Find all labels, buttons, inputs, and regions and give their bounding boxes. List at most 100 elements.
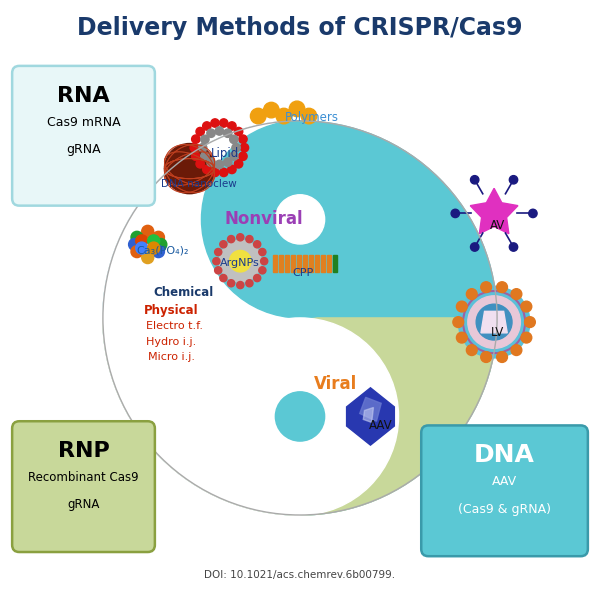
Bar [309, 255, 313, 272]
Circle shape [451, 209, 460, 218]
Circle shape [250, 108, 266, 124]
Polygon shape [364, 407, 373, 422]
Circle shape [453, 317, 464, 328]
Bar [279, 255, 283, 272]
Circle shape [276, 108, 292, 124]
Text: DNA nanoclew: DNA nanoclew [161, 179, 236, 188]
Circle shape [164, 143, 215, 194]
Circle shape [224, 158, 232, 166]
Circle shape [235, 127, 243, 136]
Circle shape [470, 176, 479, 184]
Text: gRNA: gRNA [67, 499, 100, 511]
Circle shape [152, 245, 164, 257]
FancyBboxPatch shape [421, 425, 588, 556]
Circle shape [497, 352, 508, 362]
Text: ArgNPs: ArgNPs [220, 258, 260, 268]
Circle shape [458, 286, 530, 358]
Bar [321, 255, 325, 272]
Text: Micro i.j.: Micro i.j. [148, 352, 195, 362]
Text: Viral: Viral [314, 374, 358, 392]
Circle shape [521, 301, 532, 312]
Circle shape [246, 280, 253, 287]
Circle shape [240, 143, 248, 152]
Text: Recombinant Cas9: Recombinant Cas9 [28, 471, 139, 484]
Text: LV: LV [490, 326, 504, 340]
Circle shape [232, 143, 240, 152]
Circle shape [254, 274, 261, 281]
Circle shape [301, 108, 317, 124]
Circle shape [509, 243, 518, 251]
Circle shape [215, 267, 222, 274]
Circle shape [236, 281, 244, 289]
Circle shape [236, 234, 244, 241]
Circle shape [220, 274, 227, 281]
Circle shape [228, 165, 236, 173]
Circle shape [497, 282, 508, 293]
Circle shape [466, 289, 477, 299]
Text: RNP: RNP [58, 441, 109, 461]
Circle shape [470, 243, 479, 251]
Circle shape [511, 289, 522, 299]
Circle shape [215, 160, 224, 169]
Circle shape [457, 301, 467, 312]
Circle shape [136, 242, 148, 254]
Circle shape [190, 143, 199, 152]
Text: Polymers: Polymers [285, 112, 339, 124]
Polygon shape [360, 397, 381, 421]
Circle shape [207, 129, 215, 137]
Polygon shape [103, 318, 497, 515]
Text: Physical: Physical [144, 304, 199, 317]
Circle shape [142, 226, 154, 237]
Circle shape [155, 238, 167, 250]
Text: RNA: RNA [57, 86, 110, 106]
Circle shape [142, 251, 154, 263]
Circle shape [263, 103, 279, 118]
Text: AV: AV [490, 219, 505, 232]
Circle shape [207, 158, 215, 166]
Circle shape [230, 135, 238, 143]
Text: Delivery Methods of CRISPR/Cas9: Delivery Methods of CRISPR/Cas9 [77, 16, 523, 40]
Circle shape [228, 122, 236, 130]
FancyBboxPatch shape [12, 421, 155, 552]
Circle shape [230, 152, 238, 160]
Text: Lipid: Lipid [211, 147, 239, 160]
Circle shape [191, 135, 200, 143]
Circle shape [457, 332, 467, 343]
Bar [327, 255, 331, 272]
Circle shape [202, 121, 398, 318]
Text: AAV: AAV [369, 419, 392, 432]
Circle shape [128, 238, 140, 250]
Bar [291, 255, 295, 272]
Bar [285, 255, 289, 272]
Circle shape [481, 352, 491, 362]
Polygon shape [347, 388, 394, 445]
Circle shape [259, 248, 266, 256]
Circle shape [466, 345, 477, 355]
Circle shape [227, 280, 235, 287]
Bar [297, 255, 301, 272]
Circle shape [529, 209, 537, 218]
Text: gRNA: gRNA [66, 143, 101, 156]
Circle shape [220, 168, 228, 176]
Circle shape [220, 240, 261, 282]
Text: Hydro i.j.: Hydro i.j. [146, 337, 197, 347]
Circle shape [213, 257, 220, 265]
Circle shape [230, 250, 251, 272]
Circle shape [103, 121, 497, 515]
Circle shape [468, 296, 520, 349]
Circle shape [152, 232, 164, 243]
Circle shape [131, 232, 143, 243]
Circle shape [199, 143, 207, 152]
Circle shape [227, 236, 235, 242]
Circle shape [511, 345, 522, 355]
Circle shape [275, 195, 325, 244]
Circle shape [201, 135, 209, 143]
Circle shape [275, 392, 325, 441]
Polygon shape [103, 121, 300, 515]
Circle shape [524, 317, 535, 328]
Text: DNA: DNA [474, 443, 535, 467]
Text: DOI: 10.1021/acs.chemrev.6b00799.: DOI: 10.1021/acs.chemrev.6b00799. [205, 570, 395, 580]
Text: Ca₃(PO₄)₂: Ca₃(PO₄)₂ [136, 245, 189, 256]
Circle shape [220, 119, 228, 127]
Circle shape [215, 248, 222, 256]
